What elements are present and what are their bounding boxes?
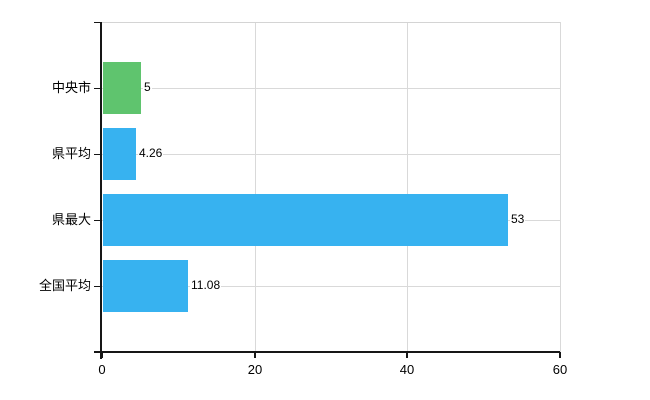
y-tick [94, 286, 102, 287]
gridline-vertical [407, 22, 408, 352]
x-tick-label: 40 [399, 362, 415, 377]
y-tick [94, 154, 102, 155]
bar-value-label: 53 [510, 212, 526, 227]
category-label: 中央市 [51, 80, 91, 95]
x-tick-label: 60 [552, 362, 568, 377]
plot-top-border [102, 22, 560, 23]
x-tick-label: 0 [98, 362, 106, 377]
x-tick [101, 352, 103, 358]
gridline-horizontal [102, 154, 560, 155]
y-axis-line [100, 22, 102, 359]
bar [103, 62, 141, 114]
bar [103, 128, 136, 180]
bar-value-label: 11.08 [190, 278, 222, 293]
x-tick [406, 352, 408, 358]
x-tick [254, 352, 256, 358]
category-label: 全国平均 [38, 278, 91, 293]
bar-value-label: 4.26 [138, 146, 164, 161]
category-label: 県最大 [51, 212, 91, 227]
y-tick [94, 22, 102, 23]
bar-value-label: 5 [143, 80, 152, 95]
category-label: 県平均 [51, 146, 91, 161]
y-tick [94, 220, 102, 221]
gridline-vertical [255, 22, 256, 352]
x-tick-label: 20 [247, 362, 263, 377]
x-axis-line [94, 351, 560, 353]
gridline-horizontal [102, 286, 560, 287]
bar [103, 260, 188, 312]
y-tick [94, 88, 102, 89]
gridline-horizontal [102, 88, 560, 89]
bar [103, 194, 508, 246]
gridline-vertical [560, 22, 561, 352]
x-tick [559, 352, 561, 358]
